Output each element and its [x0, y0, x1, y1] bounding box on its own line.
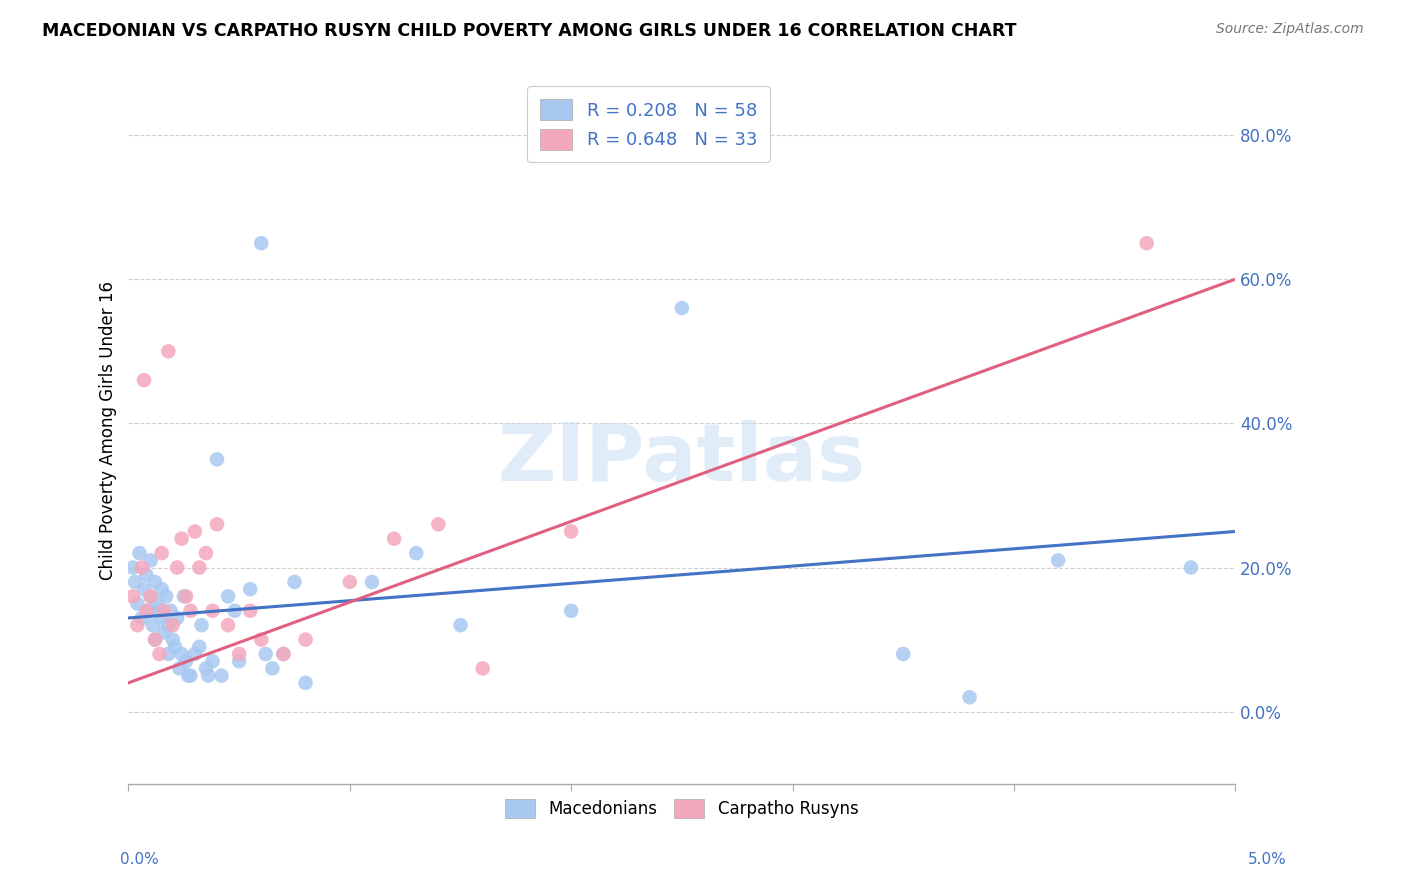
Point [217, 590, 239, 604]
Point [209, 668, 232, 682]
Point [122, 560, 145, 574]
Point [166, 560, 188, 574]
Point [162, 618, 184, 632]
Point [173, 590, 195, 604]
Point [1136, 236, 1159, 251]
Point [273, 647, 295, 661]
Point [150, 582, 173, 596]
Point [184, 524, 207, 539]
Point [1180, 560, 1202, 574]
Point [159, 604, 181, 618]
Point [128, 546, 150, 560]
Point [163, 640, 186, 654]
Point [157, 618, 180, 632]
Point [294, 676, 316, 690]
Point [891, 647, 914, 661]
Point [250, 632, 273, 647]
Point [157, 647, 180, 661]
Point [205, 452, 228, 467]
Point [179, 604, 201, 618]
Point [148, 604, 170, 618]
Point [361, 574, 384, 589]
Point [146, 597, 169, 611]
Point [224, 604, 246, 618]
Point [132, 582, 155, 596]
Point [153, 604, 176, 618]
Point [166, 611, 188, 625]
Point [339, 574, 361, 589]
Point [142, 618, 165, 632]
Point [155, 590, 177, 604]
Point [294, 632, 316, 647]
Point [188, 640, 211, 654]
Point [197, 668, 219, 682]
Point [239, 582, 262, 596]
Point [254, 647, 277, 661]
Text: ZIPatlas: ZIPatlas [498, 420, 866, 498]
Point [150, 611, 173, 625]
Legend: Macedonians, Carpatho Rusyns: Macedonians, Carpatho Rusyns [499, 792, 865, 825]
Point [201, 604, 224, 618]
Point [190, 618, 212, 632]
Point [153, 625, 176, 640]
Point [671, 301, 693, 315]
Point [170, 532, 193, 546]
Point [174, 590, 197, 604]
Text: Source: ZipAtlas.com: Source: ZipAtlas.com [1216, 22, 1364, 37]
Point [194, 661, 217, 675]
Point [122, 590, 145, 604]
Point [250, 236, 273, 251]
Point [143, 574, 166, 589]
Point [177, 668, 200, 682]
Point [382, 532, 405, 546]
Point [169, 661, 191, 675]
Point [959, 690, 981, 705]
Point [138, 604, 160, 618]
Text: MACEDONIAN VS CARPATHO RUSYN CHILD POVERTY AMONG GIRLS UNDER 16 CORRELATION CHAR: MACEDONIAN VS CARPATHO RUSYN CHILD POVER… [42, 22, 1017, 40]
Point [560, 604, 582, 618]
Point [228, 654, 250, 668]
Point [471, 661, 494, 675]
Point [131, 560, 153, 574]
Point [148, 647, 170, 661]
Point [273, 647, 295, 661]
Point [262, 661, 284, 675]
Point [139, 553, 162, 567]
Point [205, 517, 228, 532]
Text: 0.0%: 0.0% [120, 852, 159, 867]
Point [143, 632, 166, 647]
Point [228, 647, 250, 661]
Point [127, 618, 149, 632]
Point [427, 517, 450, 532]
Point [217, 618, 239, 632]
Point [405, 546, 427, 560]
Point [150, 546, 173, 560]
Point [450, 618, 472, 632]
Point [174, 654, 197, 668]
Point [1047, 553, 1070, 567]
Point [201, 654, 224, 668]
Text: 5.0%: 5.0% [1247, 852, 1286, 867]
Point [127, 597, 149, 611]
Point [139, 590, 162, 604]
Point [157, 344, 180, 359]
Point [143, 632, 166, 647]
Point [132, 373, 155, 387]
Point [124, 574, 146, 589]
Point [135, 604, 157, 618]
Point [139, 590, 162, 604]
Point [283, 574, 305, 589]
Point [162, 632, 184, 647]
Point [560, 524, 582, 539]
Point [188, 560, 211, 574]
Point [170, 647, 193, 661]
Point [239, 604, 262, 618]
Y-axis label: Child Poverty Among Girls Under 16: Child Poverty Among Girls Under 16 [100, 281, 117, 580]
Point [184, 647, 207, 661]
Point [179, 668, 201, 682]
Point [194, 546, 217, 560]
Point [135, 567, 157, 582]
Point [131, 611, 153, 625]
